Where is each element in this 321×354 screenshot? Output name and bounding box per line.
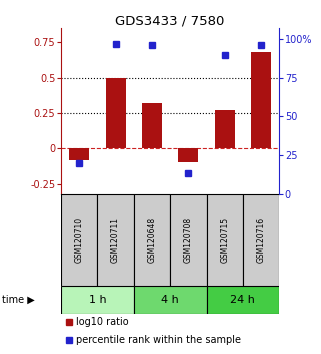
Bar <box>142 103 162 148</box>
Bar <box>69 148 89 160</box>
Bar <box>106 78 126 148</box>
Text: GSM120711: GSM120711 <box>111 217 120 263</box>
Bar <box>134 194 170 286</box>
Text: log10 ratio: log10 ratio <box>76 317 129 327</box>
Bar <box>134 286 206 314</box>
Bar <box>206 194 243 286</box>
Text: GSM120710: GSM120710 <box>75 217 84 263</box>
Text: percentile rank within the sample: percentile rank within the sample <box>76 336 241 346</box>
Text: GSM120648: GSM120648 <box>147 217 156 263</box>
Text: GSM120708: GSM120708 <box>184 217 193 263</box>
Bar <box>97 194 134 286</box>
Text: 1 h: 1 h <box>89 295 106 305</box>
Text: time ▶: time ▶ <box>2 295 34 305</box>
Text: 24 h: 24 h <box>230 295 255 305</box>
Bar <box>61 194 97 286</box>
Text: GSM120715: GSM120715 <box>220 217 229 263</box>
Bar <box>178 148 198 162</box>
Text: 4 h: 4 h <box>161 295 179 305</box>
Text: GSM120716: GSM120716 <box>256 217 265 263</box>
Bar <box>206 286 279 314</box>
Bar <box>251 52 271 148</box>
Bar <box>61 286 134 314</box>
Title: GDS3433 / 7580: GDS3433 / 7580 <box>116 14 225 27</box>
Bar <box>215 110 235 148</box>
Bar <box>243 194 279 286</box>
Bar <box>170 194 206 286</box>
